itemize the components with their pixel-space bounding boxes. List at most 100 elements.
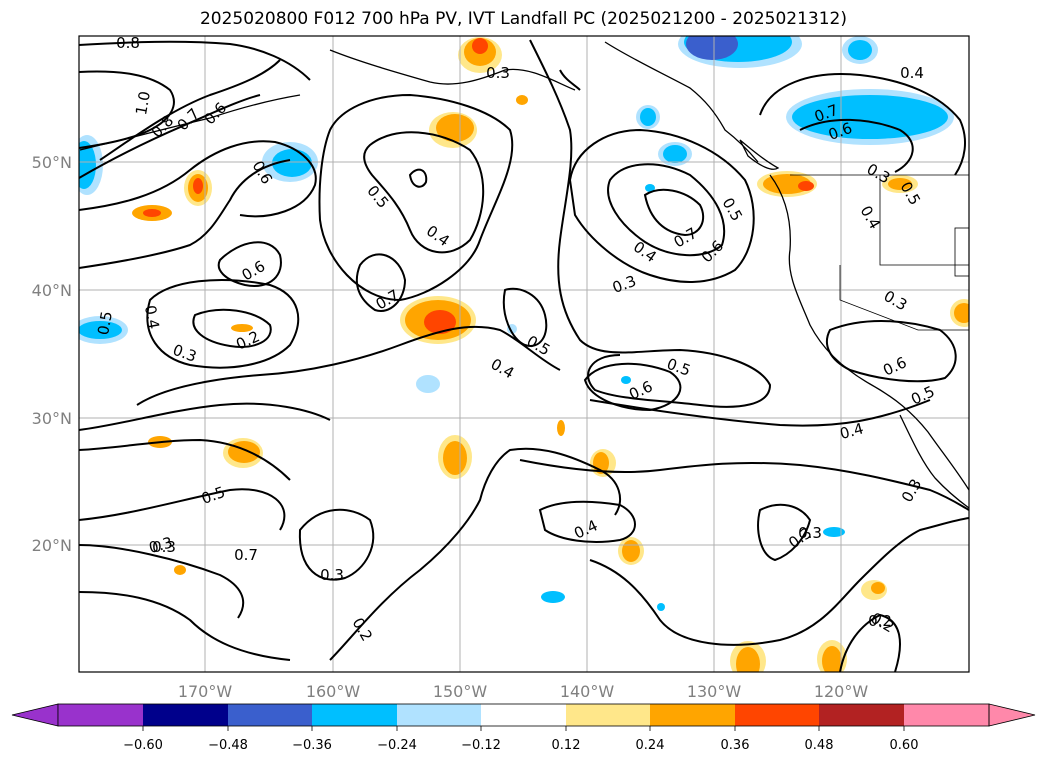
contour-line xyxy=(79,544,245,619)
alaska-coast xyxy=(329,49,576,91)
colorbar-tick-label: −0.12 xyxy=(461,738,501,753)
pv-contours xyxy=(79,39,969,672)
anomaly-blob xyxy=(416,375,440,393)
colorbar-segment xyxy=(58,704,143,726)
contour-line xyxy=(839,613,901,672)
colorbar-segment xyxy=(228,704,312,726)
contour-line xyxy=(825,320,957,383)
anomaly-blob xyxy=(848,40,872,60)
colorbar-tick-label: 0.36 xyxy=(721,738,750,753)
anomaly-blob xyxy=(231,324,253,332)
contour-label: 0.4 xyxy=(900,64,924,82)
anomaly-blob xyxy=(272,149,312,177)
contour-line xyxy=(79,140,317,218)
contour-label: 1.0 xyxy=(132,90,154,117)
x-tick-label: 150°W xyxy=(433,682,488,701)
colorbar-tick-label: 0.60 xyxy=(890,738,919,753)
colorbar-segment xyxy=(735,704,819,726)
contour-line xyxy=(589,399,931,427)
colorbar-segment xyxy=(312,704,397,726)
anomaly-blob xyxy=(888,178,912,190)
colorbar-segment xyxy=(481,704,566,726)
plot-area xyxy=(79,36,969,672)
anomaly-blob xyxy=(798,181,814,191)
contour-line xyxy=(79,402,331,431)
contour-line xyxy=(146,279,300,369)
contour-line xyxy=(298,508,375,581)
x-tick-label: 130°W xyxy=(687,682,742,701)
anomaly-blob xyxy=(871,582,885,594)
map-title: 2025020800 F012 700 hPa PV, IVT Landfall… xyxy=(199,9,847,29)
colorbar-tick-label: 0.12 xyxy=(552,738,581,753)
colorbar-segment xyxy=(566,704,650,726)
contour-line xyxy=(643,188,705,237)
colorbar-segment xyxy=(397,704,481,726)
colorbar: −0.60 −0.48 −0.36 −0.24 −0.12 0.12 0.24 … xyxy=(11,703,1036,753)
contour-line xyxy=(79,159,291,269)
contour-line xyxy=(136,325,561,406)
anomaly-blob xyxy=(557,420,565,436)
colorbar-segment xyxy=(650,704,735,726)
anomaly-blob xyxy=(954,303,969,323)
contour-label: 0.3 xyxy=(152,538,176,556)
contour-line xyxy=(519,459,969,511)
anomaly-blob xyxy=(443,441,467,475)
vancouver-island xyxy=(739,139,780,170)
anomaly-blob xyxy=(823,527,845,537)
baja-coast xyxy=(899,414,969,509)
contour-line xyxy=(568,128,755,283)
colorbar-tick-label: 0.48 xyxy=(805,738,834,753)
contour-line xyxy=(217,241,282,287)
x-tick-label: 160°W xyxy=(306,682,361,701)
x-tick-label: 140°W xyxy=(560,682,615,701)
plot-frame xyxy=(78,35,970,673)
contour-line xyxy=(799,118,914,173)
contour-line xyxy=(757,503,812,562)
contour-line xyxy=(79,70,175,149)
contour-label: 0.3 xyxy=(798,524,822,542)
y-tick-label: 20°N xyxy=(32,536,72,555)
contour-line xyxy=(79,488,286,531)
contour-line xyxy=(559,69,581,91)
contour-line xyxy=(589,517,969,646)
x-tick-labels: 170°W 160°W 150°W 140°W 130°W 120°W xyxy=(178,682,869,701)
anomaly-blob xyxy=(822,646,842,672)
x-tick-label: 170°W xyxy=(178,682,233,701)
contour-label: 0.2 xyxy=(868,612,892,630)
contour-line xyxy=(79,591,291,661)
x-tick-label: 120°W xyxy=(814,682,869,701)
anomaly-blob xyxy=(472,38,488,54)
colorbar-segment xyxy=(143,704,228,726)
contour-line xyxy=(502,287,548,347)
y-tick-label: 30°N xyxy=(32,409,72,428)
colorbar-arrow-left xyxy=(11,703,59,727)
contour-line xyxy=(79,438,291,481)
y-tick-label: 40°N xyxy=(32,281,72,300)
colorbar-arrow-right xyxy=(988,703,1036,727)
contour-line xyxy=(538,500,636,543)
contour-line xyxy=(529,39,772,408)
contour-label: 0.7 xyxy=(234,546,258,564)
anomaly-blob xyxy=(763,174,811,194)
colorbar-tick-label: −0.60 xyxy=(123,738,163,753)
contour-line xyxy=(759,73,967,176)
colorbar-tick-label: 0.24 xyxy=(636,738,665,753)
anomaly-blob xyxy=(736,647,760,672)
contour-line xyxy=(355,253,407,312)
colorbar-segment xyxy=(904,704,989,726)
contour-label: 0.4 xyxy=(141,304,163,331)
anomaly-blob xyxy=(174,565,186,575)
anomaly-blob xyxy=(436,114,474,142)
colorbar-tick-label: −0.48 xyxy=(208,738,248,753)
contour-label: 0.3 xyxy=(486,64,510,82)
anomaly-blob xyxy=(621,376,631,384)
contour-line xyxy=(99,59,281,161)
anomaly-blob xyxy=(645,184,655,192)
contour-line xyxy=(363,131,485,254)
anomaly-blob xyxy=(640,108,656,126)
contour-label: 0.4 xyxy=(838,419,866,443)
borders xyxy=(790,174,969,331)
anomaly-blob xyxy=(79,321,122,339)
contour-line xyxy=(607,163,726,257)
contour-label: 0.3 xyxy=(320,566,344,584)
